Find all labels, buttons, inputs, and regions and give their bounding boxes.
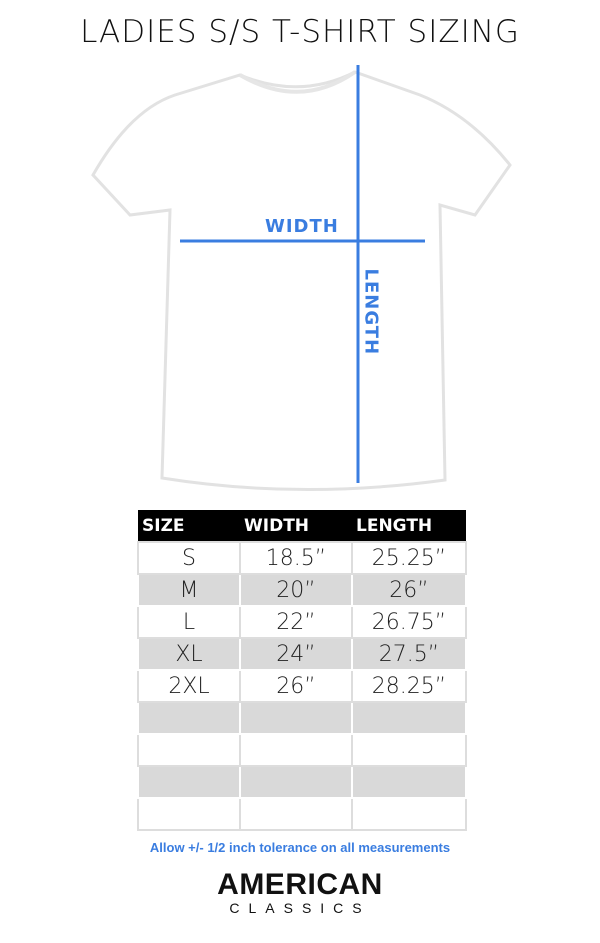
size-cell: XL	[137, 637, 241, 671]
tshirt-illustration	[91, 65, 512, 492]
size-table: SIZE WIDTH LENGTH S 18.5” 25.25” M 20” 26” L 22…	[137, 510, 467, 831]
length-cell: 28.25”	[351, 669, 467, 703]
size-cell: L	[137, 605, 241, 639]
length-cell: 25.25”	[351, 541, 467, 575]
width-cell: 18.5”	[239, 541, 353, 575]
length-cell: 26.75”	[351, 605, 467, 639]
table-row: L 22” 26.75”	[137, 605, 467, 639]
length-cell: 26”	[351, 573, 467, 607]
logo-classics: CLASSICS	[229, 900, 371, 916]
header-size: SIZE	[138, 510, 240, 542]
width-cell	[239, 797, 353, 831]
width-cell: 20”	[239, 573, 353, 607]
table-row	[137, 733, 467, 767]
table-row: M 20” 26”	[137, 573, 467, 607]
width-cell	[239, 765, 353, 799]
length-cell	[351, 765, 467, 799]
size-cell	[137, 701, 241, 735]
table-row	[137, 797, 467, 831]
table-row	[137, 701, 467, 735]
length-cell	[351, 733, 467, 767]
table-header: SIZE WIDTH LENGTH	[138, 510, 466, 542]
size-cell	[137, 733, 241, 767]
tolerance-note: Allow +/- 1/2 inch tolerance on all meas…	[149, 840, 451, 855]
header-width: WIDTH	[240, 510, 352, 542]
length-cell	[351, 701, 467, 735]
logo-american: AMERICAN	[217, 868, 383, 901]
header-length: LENGTH	[352, 510, 466, 542]
width-cell: 24”	[239, 637, 353, 671]
size-cell	[137, 797, 241, 831]
table-row: S 18.5” 25.25”	[137, 541, 467, 575]
width-cell	[239, 733, 353, 767]
tshirt-outline	[91, 70, 512, 492]
table-row: 2XL 26” 28.25”	[137, 669, 467, 703]
page-title: LADIES S/S T-SHIRT SIZING	[80, 14, 520, 50]
width-cell	[239, 701, 353, 735]
size-cell: 2XL	[137, 669, 241, 703]
size-cell: S	[137, 541, 241, 575]
width-cell: 26”	[239, 669, 353, 703]
table-row	[137, 765, 467, 799]
length-cell: 27.5”	[351, 637, 467, 671]
size-cell: M	[137, 573, 241, 607]
width-label: WIDTH	[265, 216, 339, 237]
size-cell	[137, 765, 241, 799]
table-row: XL 24” 27.5”	[137, 637, 467, 671]
length-cell	[351, 797, 467, 831]
width-cell: 22”	[239, 605, 353, 639]
length-label: LENGTH	[360, 268, 382, 356]
